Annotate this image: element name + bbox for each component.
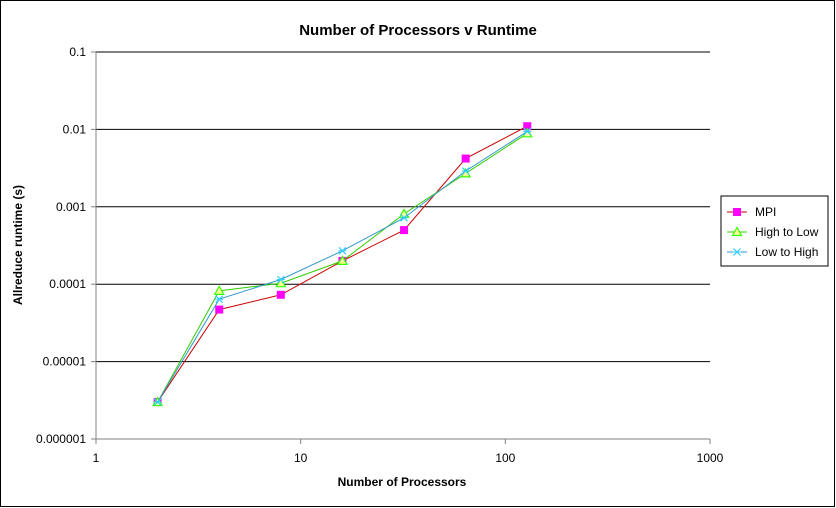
legend-item-low-to-high: Low to High [727,245,818,259]
legend-marker-mpi [733,208,741,216]
data-point-mpi [400,226,409,235]
series-low-to-high [153,127,532,406]
grid-lines [96,51,710,363]
data-series [152,122,533,407]
data-point-low-to-high [276,275,285,284]
legend-item-high-to-low: High to Low [727,225,819,239]
data-point-mpi [276,290,285,299]
data-point-low-to-high [461,167,470,175]
y-tick-label: 0.1 [69,45,86,59]
data-point-high-to-low [275,277,287,288]
legend-item-mpi: MPI [727,205,776,219]
y-tick-label: 0.0001 [49,277,86,291]
chart-title: Number of Processors v Runtime [299,22,537,39]
data-point-mpi [461,154,470,163]
data-point-low-to-high [400,213,409,222]
y-tick-label: 0.000001 [36,432,86,446]
data-point-low-to-high [523,127,532,136]
axes [91,51,711,444]
legend-label: High to Low [755,225,819,239]
x-tick-label: 10 [294,451,308,465]
tick-labels: 0.000001 0.00001 0.0001 0.001 0.01 0.1 1 10 100 1… [36,45,724,465]
legend: MPI High to Low Low to High [720,195,829,267]
data-point-high-to-low [336,255,348,266]
x-tick-label: 1000 [697,451,724,465]
data-point-high-to-low [213,285,225,295]
x-tick-label: 100 [495,451,515,465]
legend-label: Low to High [755,245,818,259]
x-axis-title: Number of Processors [338,475,467,489]
data-point-mpi [215,305,224,314]
data-point-low-to-high [215,295,224,304]
legend-marker-low-to-high [733,248,741,256]
y-axis-title: Allreduce runtime (s) [11,185,25,305]
x-tick-label: 1 [93,451,100,465]
data-point-low-to-high [153,398,162,406]
y-tick-label: 0.001 [56,200,86,214]
y-tick-label: 0.00001 [43,355,87,369]
y-tick-label: 0.01 [63,122,87,136]
legend-marker-high-to-low [731,226,743,237]
data-point-low-to-high [338,246,347,255]
legend-label: MPI [755,205,776,219]
